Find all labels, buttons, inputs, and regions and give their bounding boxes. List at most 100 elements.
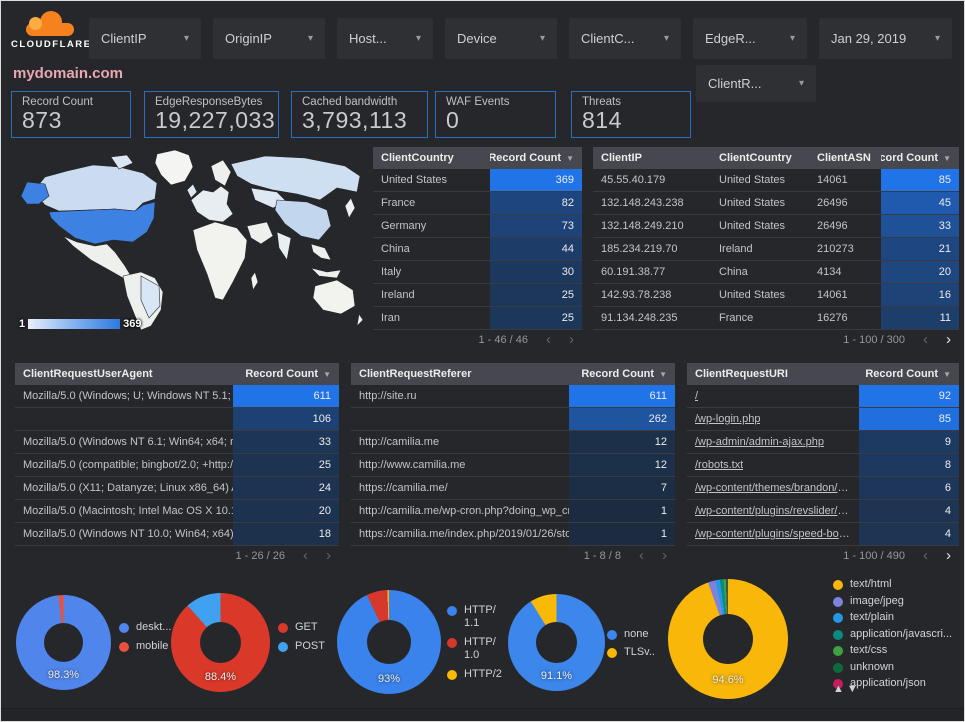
- previous-page-icon[interactable]: ‹: [303, 546, 308, 564]
- uri-link[interactable]: /robots.txt: [695, 459, 744, 471]
- filter-label: Host...: [349, 31, 387, 46]
- dimension-cell: Iran: [381, 312, 400, 324]
- uri-link[interactable]: /wp-admin/admin-ajax.php: [695, 436, 825, 448]
- column-header-record-count[interactable]: Record Count▼: [881, 152, 951, 164]
- dimension-cell: United States: [719, 174, 786, 186]
- next-page-icon[interactable]: ›: [326, 546, 331, 564]
- metric-cell: 85: [881, 169, 959, 191]
- legend-item-http-1-0: HTTP/ 1.0: [447, 636, 502, 662]
- metric-cell: 25: [233, 454, 339, 476]
- dimension-cell: France: [381, 197, 416, 209]
- filter-chip-host[interactable]: Host... ▾: [337, 18, 433, 59]
- referer-table: ClientRequestReferer Record Count ▼ http://…: [351, 363, 675, 563]
- pagination-label: 1 - 100 / 300: [843, 333, 905, 346]
- scorecard-value: 3,793,113: [302, 107, 408, 133]
- uri-link[interactable]: /wp-content/plugins/speed-booste...: [695, 528, 851, 540]
- scorecard-value: 19,227,033: [155, 107, 276, 133]
- chart-legend: deskt... mobile: [119, 621, 171, 652]
- content-type-donut-chart: 94.6% text/html image/jpeg text/plain appli…: [668, 577, 960, 709]
- dimension-cell: Mozilla/5.0 (Windows; U; Windows NT 5.1;…: [23, 390, 233, 402]
- uri-link[interactable]: /wp-content/plugins/revslider/rs-p...: [695, 505, 851, 517]
- legend-item-text-html: text/html: [833, 578, 952, 590]
- table-row: /wp-content/themes/brandon/plu... 6: [687, 477, 959, 500]
- next-page-icon[interactable]: ›: [946, 330, 951, 348]
- dimension-cell: Mozilla/5.0 (Macintosh; Intel Mac OS X 1…: [23, 505, 233, 517]
- metric-cell: 30: [490, 261, 582, 283]
- column-header-clientip[interactable]: ClientIP: [601, 152, 642, 164]
- column-header-clientrequestreferer[interactable]: ClientRequestReferer: [359, 368, 472, 380]
- legend-dot-icon: [119, 642, 129, 652]
- filter-label: ClientIP: [101, 31, 147, 46]
- table-row: Mozilla/5.0 (Windows; U; Windows NT 5.1;…: [15, 385, 339, 408]
- client-country-table: ClientCountry Record Count ▼ United States 3…: [373, 147, 582, 347]
- world-map-chart[interactable]: 1 369: [15, 146, 368, 334]
- filter-chip-originip[interactable]: OriginIP ▾: [213, 18, 325, 59]
- scorecard-waf-events: WAF Events 0: [435, 91, 556, 138]
- sort-descending-icon: ▼: [566, 153, 574, 163]
- legend-label: unknown: [850, 660, 895, 673]
- column-header-clientcountry[interactable]: ClientCountry: [381, 152, 454, 164]
- legend-dot-icon: [833, 596, 843, 607]
- column-header-record-count[interactable]: Record Count▼: [245, 368, 331, 380]
- metric-cell: 45: [881, 192, 959, 214]
- uri-link[interactable]: /wp-login.php: [695, 413, 761, 425]
- table-row: Italy 30: [373, 261, 582, 284]
- column-header-clientasn[interactable]: ClientASN: [817, 152, 871, 164]
- legend-label: text/css: [850, 644, 888, 656]
- legend-label: GET: [295, 621, 318, 633]
- dimension-cell: France: [719, 312, 754, 324]
- legend-label: HTTP/ 1.0: [464, 636, 496, 661]
- date-range-picker[interactable]: Jan 29, 2019 ▾: [819, 18, 952, 59]
- scorecard-value: 0: [446, 107, 460, 133]
- dimension-cell: 26496: [817, 220, 848, 232]
- filter-chip-clientcountry[interactable]: ClientC... ▾: [569, 18, 681, 59]
- next-page-icon[interactable]: ›: [946, 546, 951, 564]
- dimension-cell: [351, 408, 569, 430]
- legend-dot-icon: [607, 630, 617, 640]
- chart-legend: none TLSv..: [607, 628, 655, 658]
- metric-cell: 12: [569, 431, 675, 453]
- dimension-cell: Mozilla/5.0 (Windows NT 6.1; Win64; x64;…: [23, 436, 233, 448]
- uri-link[interactable]: /: [695, 390, 699, 402]
- metric-cell: 16: [881, 284, 959, 306]
- metric-cell: 1: [569, 500, 675, 522]
- legend-label: image/jpeg: [850, 594, 904, 607]
- user-agent-table: ClientRequestUserAgent Record Count ▼ Mozil…: [15, 363, 339, 563]
- sort-descending-icon: ▼: [943, 369, 951, 379]
- dimension-cell: Ireland: [381, 289, 415, 301]
- previous-page-icon[interactable]: ‹: [639, 546, 644, 564]
- next-page-icon[interactable]: ›: [662, 546, 667, 564]
- legend-dot-icon: [833, 662, 843, 673]
- filter-label: OriginIP: [225, 31, 272, 46]
- previous-page-icon[interactable]: ‹: [923, 330, 928, 348]
- column-header-clientcountry[interactable]: ClientCountry: [719, 152, 792, 164]
- donut-ring: 88.4%: [171, 593, 270, 692]
- chart-legend: HTTP/ 1.1 HTTP/ 1.0 HTTP/2: [447, 604, 502, 681]
- filter-chip-device[interactable]: Device ▾: [445, 18, 557, 59]
- legend-dot-icon: [447, 638, 457, 648]
- next-page-icon[interactable]: ›: [569, 330, 574, 348]
- cloudflare-logo: CLOUDFLARE: [11, 11, 90, 57]
- previous-page-icon[interactable]: ‹: [546, 330, 551, 348]
- filter-chip-clientrequest[interactable]: ClientR... ▾: [696, 65, 816, 102]
- table-row: /robots.txt 8: [687, 454, 959, 477]
- dimension-cell: 142.93.78.238: [601, 289, 672, 301]
- legend-dot-icon: [833, 629, 843, 640]
- filter-chip-clientip[interactable]: ClientIP ▾: [89, 18, 201, 59]
- donut-ring: 91.1%: [508, 594, 605, 691]
- table-row: /wp-content/plugins/revslider/rs-p... 4: [687, 500, 959, 523]
- metric-cell: 33: [881, 215, 959, 237]
- column-header-record-count[interactable]: Record Count▼: [865, 368, 951, 380]
- column-header-record-count[interactable]: Record Count▼: [490, 152, 574, 164]
- filter-chip-edgeresponse[interactable]: EdgeR... ▾: [693, 18, 807, 59]
- legend-dot-icon: [119, 623, 129, 633]
- dimension-cell: United States: [719, 289, 786, 301]
- column-header-clientrequestuseragent[interactable]: ClientRequestUserAgent: [23, 368, 153, 380]
- previous-page-icon[interactable]: ‹: [923, 546, 928, 564]
- legend-scroll-arrows[interactable]: ▲▼: [833, 683, 861, 695]
- uri-link[interactable]: /wp-content/themes/brandon/plu...: [695, 482, 851, 494]
- column-header-clientrequesturi[interactable]: ClientRequestURI: [695, 368, 788, 380]
- tls-version-donut-chart: 91.1% none TLSv..: [508, 592, 666, 692]
- column-header-record-count[interactable]: Record Count▼: [581, 368, 667, 380]
- legend-item-application-json: application/json: [833, 677, 952, 689]
